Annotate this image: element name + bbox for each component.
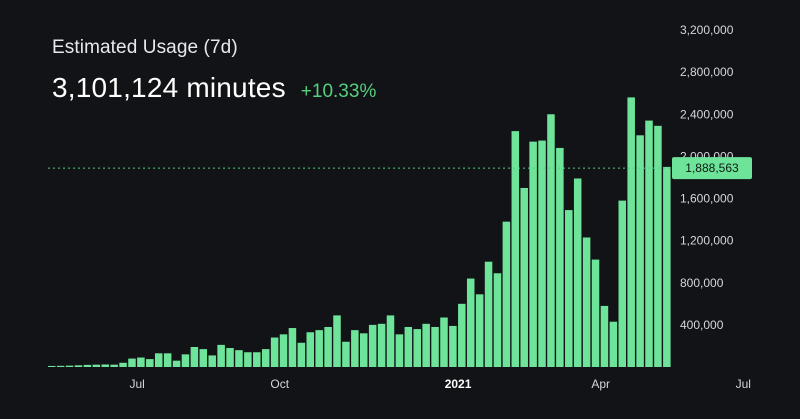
bar — [351, 330, 359, 367]
bar — [208, 355, 216, 367]
y-axis-ticks: 400,000800,0001,200,0001,600,0002,000,00… — [680, 23, 734, 332]
bar — [475, 294, 484, 367]
bar — [511, 131, 520, 367]
bar — [172, 360, 181, 367]
bar — [413, 329, 421, 367]
bar — [520, 187, 528, 367]
y-tick-label: 3,200,000 — [680, 23, 734, 37]
bar — [83, 364, 92, 367]
bar — [110, 364, 118, 367]
x-tick-label: Apr — [591, 377, 610, 391]
bar — [226, 348, 234, 367]
bar — [582, 237, 591, 367]
x-tick-label: Jul — [736, 377, 751, 391]
bar — [154, 353, 163, 367]
bar — [315, 330, 323, 367]
y-tick-label: 1,200,000 — [680, 234, 734, 248]
bar — [270, 337, 279, 367]
y-tick-label: 1,600,000 — [680, 192, 734, 206]
bar — [449, 325, 457, 367]
bar — [48, 365, 56, 367]
current-value-label: 1,888,563 — [685, 161, 739, 175]
bar — [395, 334, 404, 367]
bar — [128, 358, 136, 367]
bar — [654, 125, 662, 367]
bar — [333, 315, 341, 367]
bar — [92, 364, 101, 367]
bar — [484, 261, 493, 367]
current-value-marker: 1,888,563 — [48, 157, 752, 180]
bar — [386, 315, 395, 367]
bar — [556, 147, 564, 367]
bar — [377, 323, 386, 367]
bar — [56, 365, 65, 367]
x-tick-label: Oct — [270, 377, 289, 391]
bar — [181, 354, 190, 367]
bar — [538, 140, 546, 367]
usage-total-value: 3,101,124 minutes — [52, 72, 286, 103]
y-tick-label: 2,400,000 — [680, 107, 734, 121]
bar — [591, 259, 600, 367]
bar — [466, 278, 475, 367]
bar — [422, 323, 430, 367]
usage-metric: 3,101,124 minutes +10.33% — [52, 72, 376, 104]
current-value-badge — [672, 157, 752, 180]
bar — [360, 333, 368, 367]
bar — [65, 365, 74, 367]
bar — [297, 342, 306, 367]
bar — [636, 135, 644, 367]
bars-group — [48, 97, 671, 368]
bar — [547, 114, 555, 367]
bar — [493, 273, 502, 367]
bar — [529, 141, 537, 367]
bar — [368, 324, 377, 368]
bar — [600, 305, 609, 367]
bar — [190, 346, 199, 367]
chart-title: Estimated Usage (7d) — [52, 37, 238, 58]
usage-change-percent: +10.33% — [300, 81, 377, 102]
y-tick-label: 400,000 — [680, 318, 724, 332]
y-tick-label: 2,800,000 — [680, 65, 734, 79]
bar — [663, 166, 671, 367]
bar — [306, 332, 315, 367]
bar — [244, 352, 252, 367]
bar — [235, 350, 243, 367]
bar — [404, 326, 413, 367]
bar — [627, 97, 635, 368]
bar — [137, 357, 145, 367]
bar — [458, 303, 466, 367]
bar — [502, 221, 511, 367]
bar — [279, 334, 288, 367]
x-tick-label: Jul — [129, 377, 144, 391]
bar — [645, 120, 653, 367]
bar — [609, 321, 618, 367]
bar — [253, 352, 261, 367]
bar — [565, 210, 573, 367]
bar — [119, 362, 127, 367]
bar — [74, 365, 83, 367]
bar — [431, 326, 439, 367]
bar — [618, 200, 627, 367]
y-tick-label: 800,000 — [680, 276, 724, 290]
bar — [163, 353, 172, 367]
bar — [261, 349, 270, 367]
bar — [146, 359, 154, 367]
bar — [199, 349, 208, 367]
bar — [324, 326, 332, 367]
bar — [101, 364, 109, 367]
bar — [573, 178, 582, 367]
bar — [342, 341, 350, 367]
bar — [217, 344, 225, 367]
x-tick-label: 2021 — [445, 377, 472, 391]
bar — [440, 317, 448, 367]
bar — [288, 328, 297, 367]
x-axis-ticks: JulOct2021AprJulOct — [129, 377, 751, 391]
